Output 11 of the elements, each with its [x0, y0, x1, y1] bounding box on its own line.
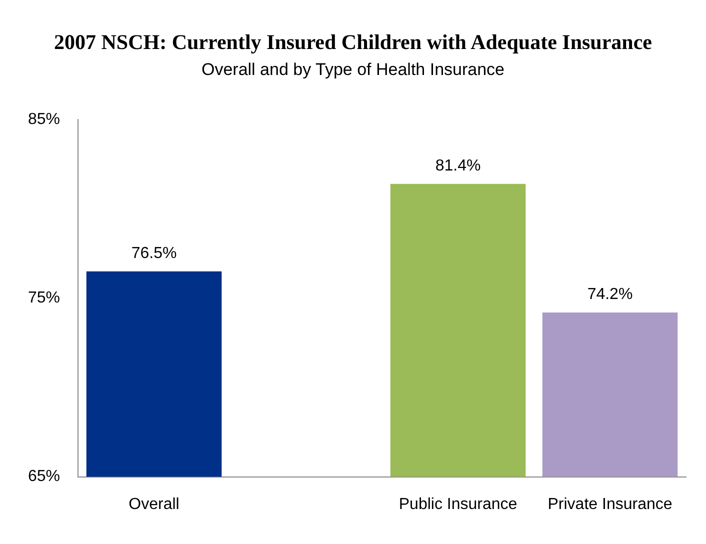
y-tick-label: 75% [28, 290, 60, 307]
data-label: 81.4% [435, 157, 481, 174]
chart-subtitle: Overall and by Type of Health Insurance [200, 60, 506, 80]
data-label: 76.5% [131, 244, 177, 262]
data-label: 74.2% [587, 286, 633, 303]
x-tick-label: Public Insurance [398, 496, 518, 513]
x-tick-label: Private Insurance [548, 496, 672, 513]
x-tick-label: Overall [128, 496, 180, 513]
y-tick-label: 85% [28, 111, 60, 128]
y-tick-label: 65% [28, 468, 60, 486]
chart-title: 2007 NSCH: Currently Insured Children with Adequate Insurance [53, 30, 653, 55]
